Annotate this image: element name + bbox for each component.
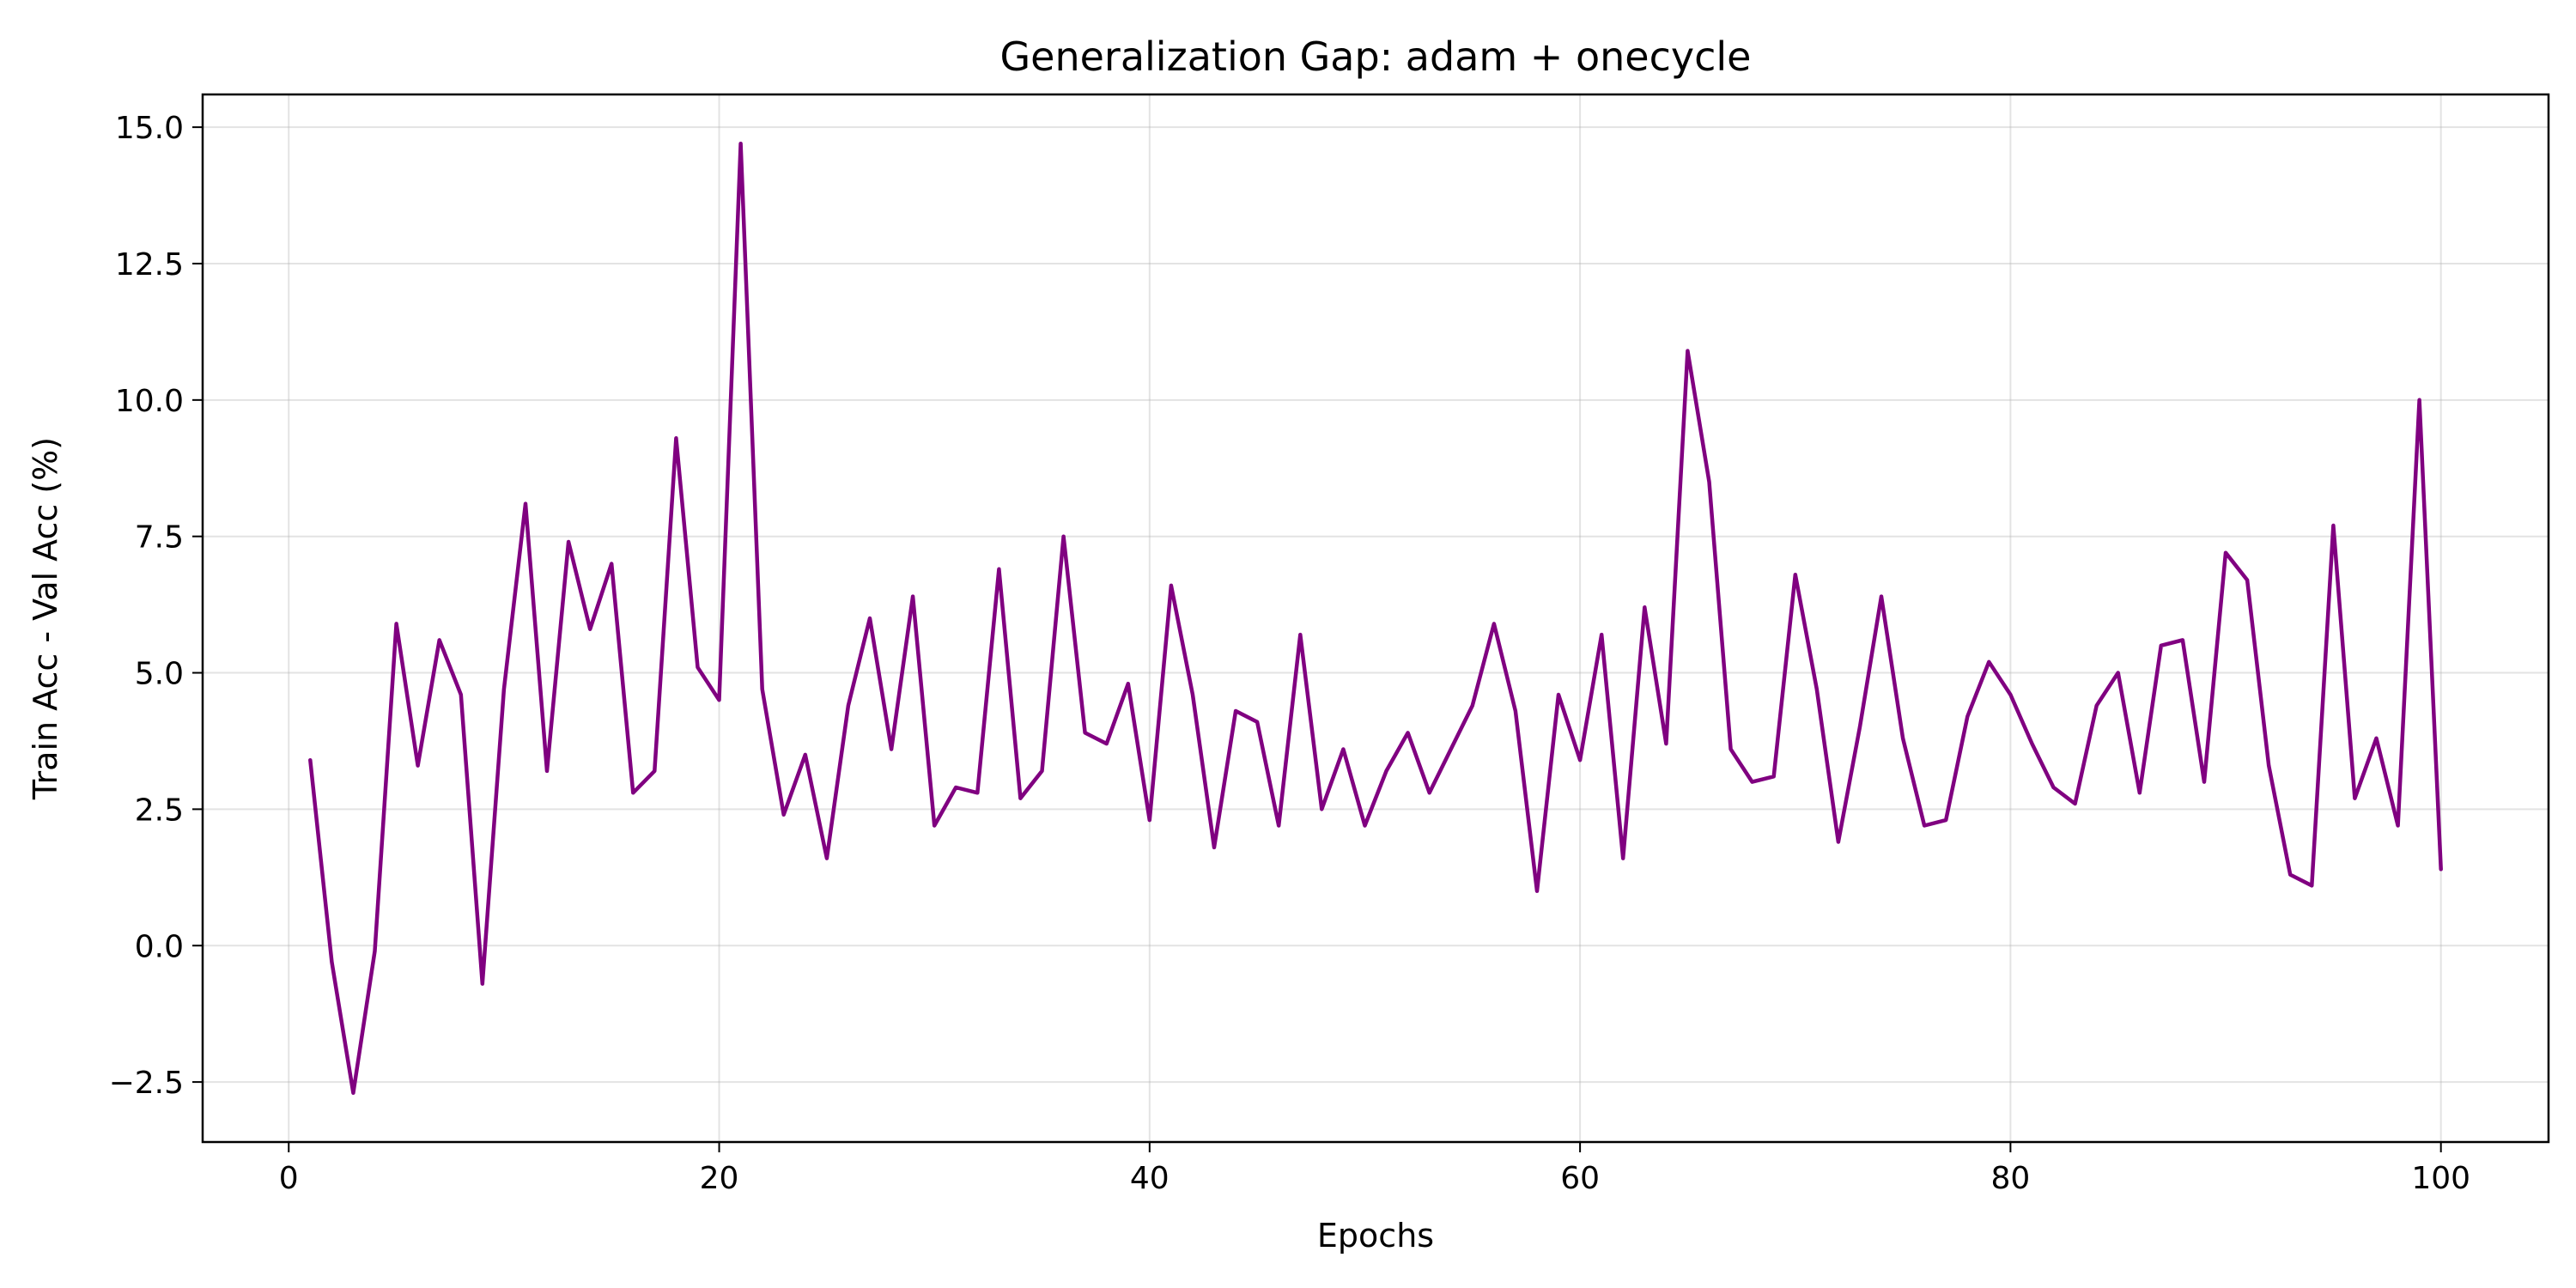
y-tick-label: −2.5 [109,1066,184,1101]
x-tick-label: 20 [700,1161,739,1196]
y-tick-label: 10.0 [115,384,184,419]
chart-title: Generalization Gap: adam + onecycle [1000,33,1752,80]
y-tick-label: 2.5 [135,793,184,828]
y-tick-label: 12.5 [115,247,184,283]
x-tick-label: 100 [2411,1161,2470,1196]
y-tick-label: 15.0 [115,111,184,146]
x-tick-label: 0 [279,1161,299,1196]
series-line [308,141,2443,1096]
axis-ticks: 0 20 40 60 80 100 −2.5 0.0 2.5 5.0 7.5 10.0 12.5 15.0 [109,111,2470,1196]
y-tick-label: 5.0 [135,657,184,692]
y-tick-label: 7.5 [135,520,184,556]
plot-frame [201,93,2550,1144]
x-axis-label: Epochs [1317,1217,1434,1255]
grid [203,94,2549,1142]
series-layer [308,141,2443,1096]
x-tick-label: 80 [1990,1161,2030,1196]
y-tick-label: 0.0 [135,929,184,964]
x-tick-label: 40 [1130,1161,1170,1196]
x-tick-label: 60 [1560,1161,1600,1196]
y-axis-label: Train Acc - Val Acc (%) [27,437,64,800]
